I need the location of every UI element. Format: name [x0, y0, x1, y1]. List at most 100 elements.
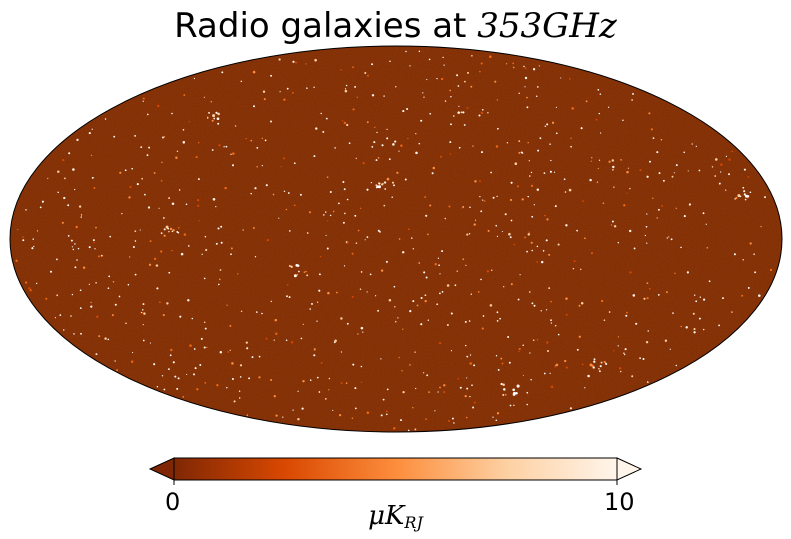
radio-source-point: [537, 149, 540, 152]
radio-source-point: [702, 328, 705, 331]
radio-source-point: [160, 179, 163, 182]
radio-source-point: [509, 404, 512, 407]
radio-source-point: [496, 412, 500, 415]
radio-source-point: [80, 332, 82, 335]
radio-source-point: [439, 386, 441, 389]
radio-source-point: [443, 384, 446, 387]
radio-source-point: [352, 108, 355, 111]
radio-source-point: [343, 121, 346, 125]
radio-source-point: [457, 85, 460, 87]
radio-source-point: [318, 391, 321, 393]
radio-source-point: [224, 186, 227, 190]
radio-source-point: [524, 76, 528, 80]
radio-source-point: [301, 407, 304, 410]
radio-source-point: [340, 317, 343, 320]
radio-source-point: [598, 112, 601, 115]
radio-source-point: [315, 127, 318, 130]
radio-source-point: [473, 223, 476, 226]
radio-source-point: [453, 422, 455, 424]
radio-source-point: [324, 397, 327, 400]
radio-source-point: [546, 123, 549, 126]
radio-source-point: [191, 317, 194, 320]
radio-source-point: [563, 178, 566, 181]
radio-source-point: [193, 348, 196, 350]
radio-source-point: [758, 294, 761, 297]
radio-source-point: [193, 77, 196, 80]
radio-source-point: [377, 309, 380, 312]
radio-source-point: [245, 137, 247, 140]
radio-source-point: [529, 291, 531, 293]
radio-source-point: [693, 331, 696, 334]
radio-source-point: [617, 336, 620, 338]
colorbar-unit-label: μKRJ: [0, 500, 791, 539]
radio-source-point: [107, 287, 110, 290]
radio-source-point: [680, 246, 682, 249]
radio-source-point: [378, 182, 381, 185]
radio-source-point: [146, 154, 149, 157]
radio-source-point: [642, 357, 645, 361]
radio-source-point: [617, 241, 620, 244]
radio-source-point: [332, 210, 335, 213]
radio-source-point: [107, 338, 110, 341]
radio-source-point: [517, 298, 520, 301]
radio-source-point: [471, 55, 473, 57]
radio-source-point: [382, 398, 385, 401]
radio-source-point: [74, 243, 76, 245]
radio-source-point: [576, 348, 579, 351]
radio-source-point: [744, 198, 747, 201]
radio-source-point: [504, 213, 507, 216]
radio-source-point: [554, 365, 556, 368]
radio-source-point: [492, 196, 495, 199]
radio-source-point: [212, 198, 216, 201]
radio-source-point: [336, 291, 338, 294]
radio-source-point: [623, 352, 625, 355]
radio-source-point: [148, 146, 151, 149]
radio-source-point: [479, 180, 481, 183]
radio-source-point: [215, 242, 218, 245]
radio-source-point: [675, 364, 678, 367]
radio-source-point: [510, 181, 513, 184]
radio-source-point: [526, 96, 528, 99]
radio-source-point: [211, 149, 214, 151]
radio-source-point: [518, 140, 521, 142]
radio-source-point: [440, 77, 444, 81]
radio-source-point: [351, 252, 354, 255]
radio-source-point: [543, 172, 546, 174]
radio-source-point: [171, 202, 175, 206]
radio-source-point: [219, 350, 223, 354]
title-frequency: 353GHz: [477, 6, 617, 46]
radio-source-point: [580, 268, 582, 271]
radio-source-point: [414, 428, 417, 431]
radio-source-point: [237, 273, 239, 275]
radio-source-point: [177, 231, 180, 234]
radio-source-point: [560, 77, 562, 79]
radio-source-point: [593, 360, 596, 363]
radio-source-point: [104, 337, 107, 340]
radio-source-point: [420, 323, 423, 326]
radio-source-point: [465, 344, 467, 347]
radio-source-point: [215, 111, 218, 114]
radio-source-point: [589, 178, 592, 182]
radio-source-point: [177, 226, 180, 229]
radio-source-point: [293, 162, 296, 165]
radio-source-point: [153, 171, 156, 174]
radio-source-point: [364, 71, 367, 75]
radio-source-point: [532, 68, 536, 71]
radio-source-point: [533, 204, 535, 206]
radio-source-point: [657, 208, 660, 211]
radio-source-point: [354, 407, 357, 410]
radio-source-point: [306, 87, 308, 89]
radio-source-point: [582, 200, 584, 202]
radio-source-point: [73, 333, 75, 335]
radio-source-point: [742, 259, 744, 261]
radio-source-point: [495, 419, 498, 422]
radio-source-point: [428, 58, 431, 61]
radio-source-point: [529, 175, 531, 177]
radio-source-point: [163, 234, 166, 237]
radio-source-point: [720, 171, 722, 173]
radio-source-point: [345, 382, 348, 384]
radio-source-point: [398, 238, 401, 240]
radio-source-point: [385, 413, 388, 416]
radio-source-point: [492, 416, 494, 418]
radio-source-point: [625, 314, 628, 317]
